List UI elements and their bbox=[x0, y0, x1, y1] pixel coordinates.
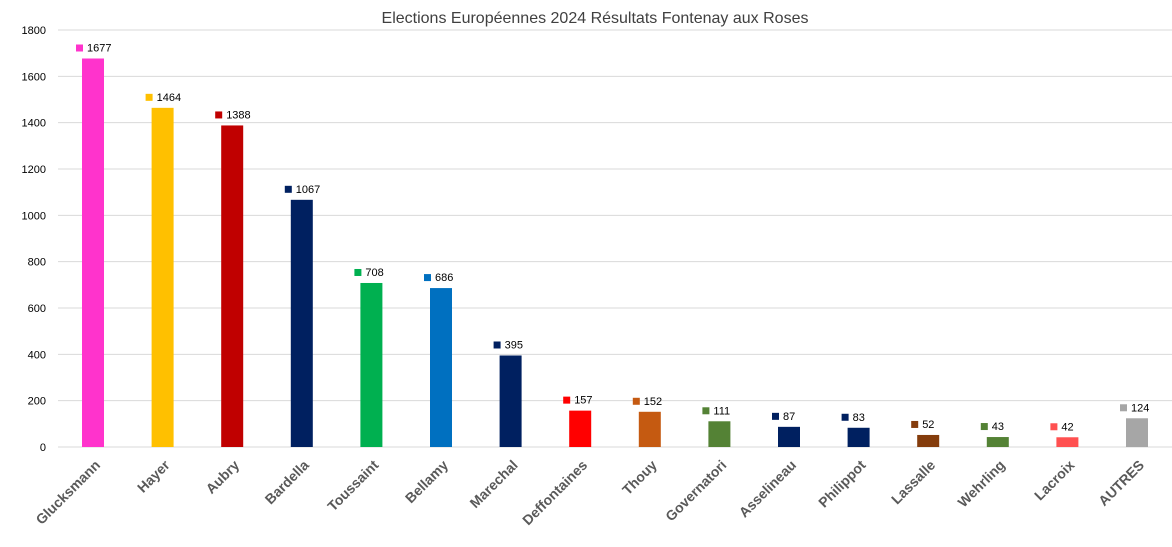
bar bbox=[847, 427, 870, 447]
data-label: 124 bbox=[1131, 402, 1149, 414]
x-tick-label: Hayer bbox=[134, 456, 173, 495]
bar bbox=[1126, 418, 1148, 447]
bar bbox=[1056, 437, 1079, 447]
bar bbox=[499, 355, 522, 447]
y-tick-label: 1200 bbox=[22, 164, 46, 176]
y-tick-label: 0 bbox=[40, 442, 46, 454]
data-label: 157 bbox=[574, 395, 592, 407]
y-axis-ticks: 0 200 400 600 800 1000 1200 1400 1600 1800 bbox=[22, 25, 46, 454]
data-label: 1388 bbox=[226, 109, 250, 121]
bar bbox=[82, 58, 104, 448]
y-tick-label: 1000 bbox=[22, 210, 46, 222]
data-label-marker bbox=[632, 397, 640, 405]
x-tick-label: Wehrling bbox=[954, 457, 1007, 510]
x-tick-label: Governatori bbox=[662, 457, 729, 524]
data-label-marker bbox=[1120, 404, 1127, 412]
data-label-markers bbox=[76, 44, 1127, 431]
data-label: 83 bbox=[853, 412, 865, 424]
bars bbox=[82, 58, 1148, 448]
bar bbox=[221, 125, 244, 448]
data-label-marker bbox=[354, 268, 362, 276]
x-tick-label: Bellamy bbox=[402, 457, 451, 506]
data-label-marker bbox=[145, 93, 153, 101]
chart-title: Elections Européennes 2024 Résultats Fon… bbox=[382, 10, 809, 27]
data-label-marker bbox=[493, 341, 501, 349]
x-tick-label: Glucksmann bbox=[32, 457, 103, 528]
data-label-marker bbox=[980, 423, 988, 431]
x-tick-label: AUTRES bbox=[1095, 457, 1147, 509]
data-label-marker bbox=[702, 407, 710, 415]
x-tick-label: Bardella bbox=[262, 457, 313, 508]
data-label-marker bbox=[772, 412, 779, 420]
x-axis-ticks: Glucksmann Hayer Aubry Bardella Toussaint Bel… bbox=[32, 456, 1147, 528]
data-label-marker bbox=[841, 413, 849, 421]
x-tick-label: Aubry bbox=[202, 457, 242, 497]
data-label: 52 bbox=[922, 419, 934, 431]
y-tick-label: 1600 bbox=[22, 71, 46, 83]
y-tick-label: 200 bbox=[28, 396, 46, 408]
data-label: 87 bbox=[783, 411, 795, 423]
bar bbox=[569, 410, 592, 447]
data-label-marker bbox=[284, 185, 292, 193]
bar bbox=[917, 434, 940, 447]
x-tick-label: Deffontaines bbox=[519, 457, 590, 528]
data-label: 111 bbox=[713, 405, 730, 417]
bar bbox=[290, 199, 313, 447]
y-tick-label: 1800 bbox=[22, 25, 46, 37]
data-label: 395 bbox=[505, 339, 523, 351]
data-label: 152 bbox=[644, 396, 662, 408]
bar bbox=[430, 288, 452, 447]
bar bbox=[986, 437, 1009, 447]
x-tick-label: Lassalle bbox=[888, 457, 939, 508]
y-tick-label: 600 bbox=[28, 303, 46, 315]
bar bbox=[638, 411, 661, 447]
y-tick-label: 1400 bbox=[22, 118, 46, 130]
data-label-marker bbox=[1050, 423, 1058, 431]
bar bbox=[708, 421, 731, 447]
x-tick-label: Toussaint bbox=[324, 457, 382, 515]
data-label-marker bbox=[563, 396, 571, 404]
bar bbox=[778, 426, 800, 447]
x-tick-label: Thouy bbox=[619, 457, 660, 498]
data-label: 708 bbox=[365, 267, 383, 279]
y-tick-label: 800 bbox=[28, 257, 46, 269]
data-label-marker bbox=[76, 44, 83, 52]
bar bbox=[151, 107, 174, 447]
x-tick-label: Marechal bbox=[466, 457, 520, 511]
data-label-marker bbox=[911, 420, 919, 428]
data-label-marker bbox=[424, 274, 431, 282]
data-labels: 1677 1464 1388 1067 708 686 395 157 152 111 87 83 52… bbox=[87, 42, 1149, 433]
data-label: 1677 bbox=[87, 42, 111, 54]
data-label-marker bbox=[215, 111, 223, 119]
x-tick-label: Philippot bbox=[815, 457, 869, 511]
x-tick-label: Asselineau bbox=[736, 457, 800, 521]
grid-lines bbox=[58, 29, 1172, 448]
data-label: 1067 bbox=[296, 184, 320, 196]
x-tick-label: Lacroix bbox=[1031, 457, 1078, 504]
y-tick-label: 400 bbox=[28, 349, 46, 361]
data-label: 42 bbox=[1061, 421, 1073, 433]
data-label: 1464 bbox=[157, 92, 181, 104]
bar bbox=[360, 282, 383, 447]
data-label: 43 bbox=[992, 421, 1004, 433]
data-label: 686 bbox=[435, 272, 453, 284]
